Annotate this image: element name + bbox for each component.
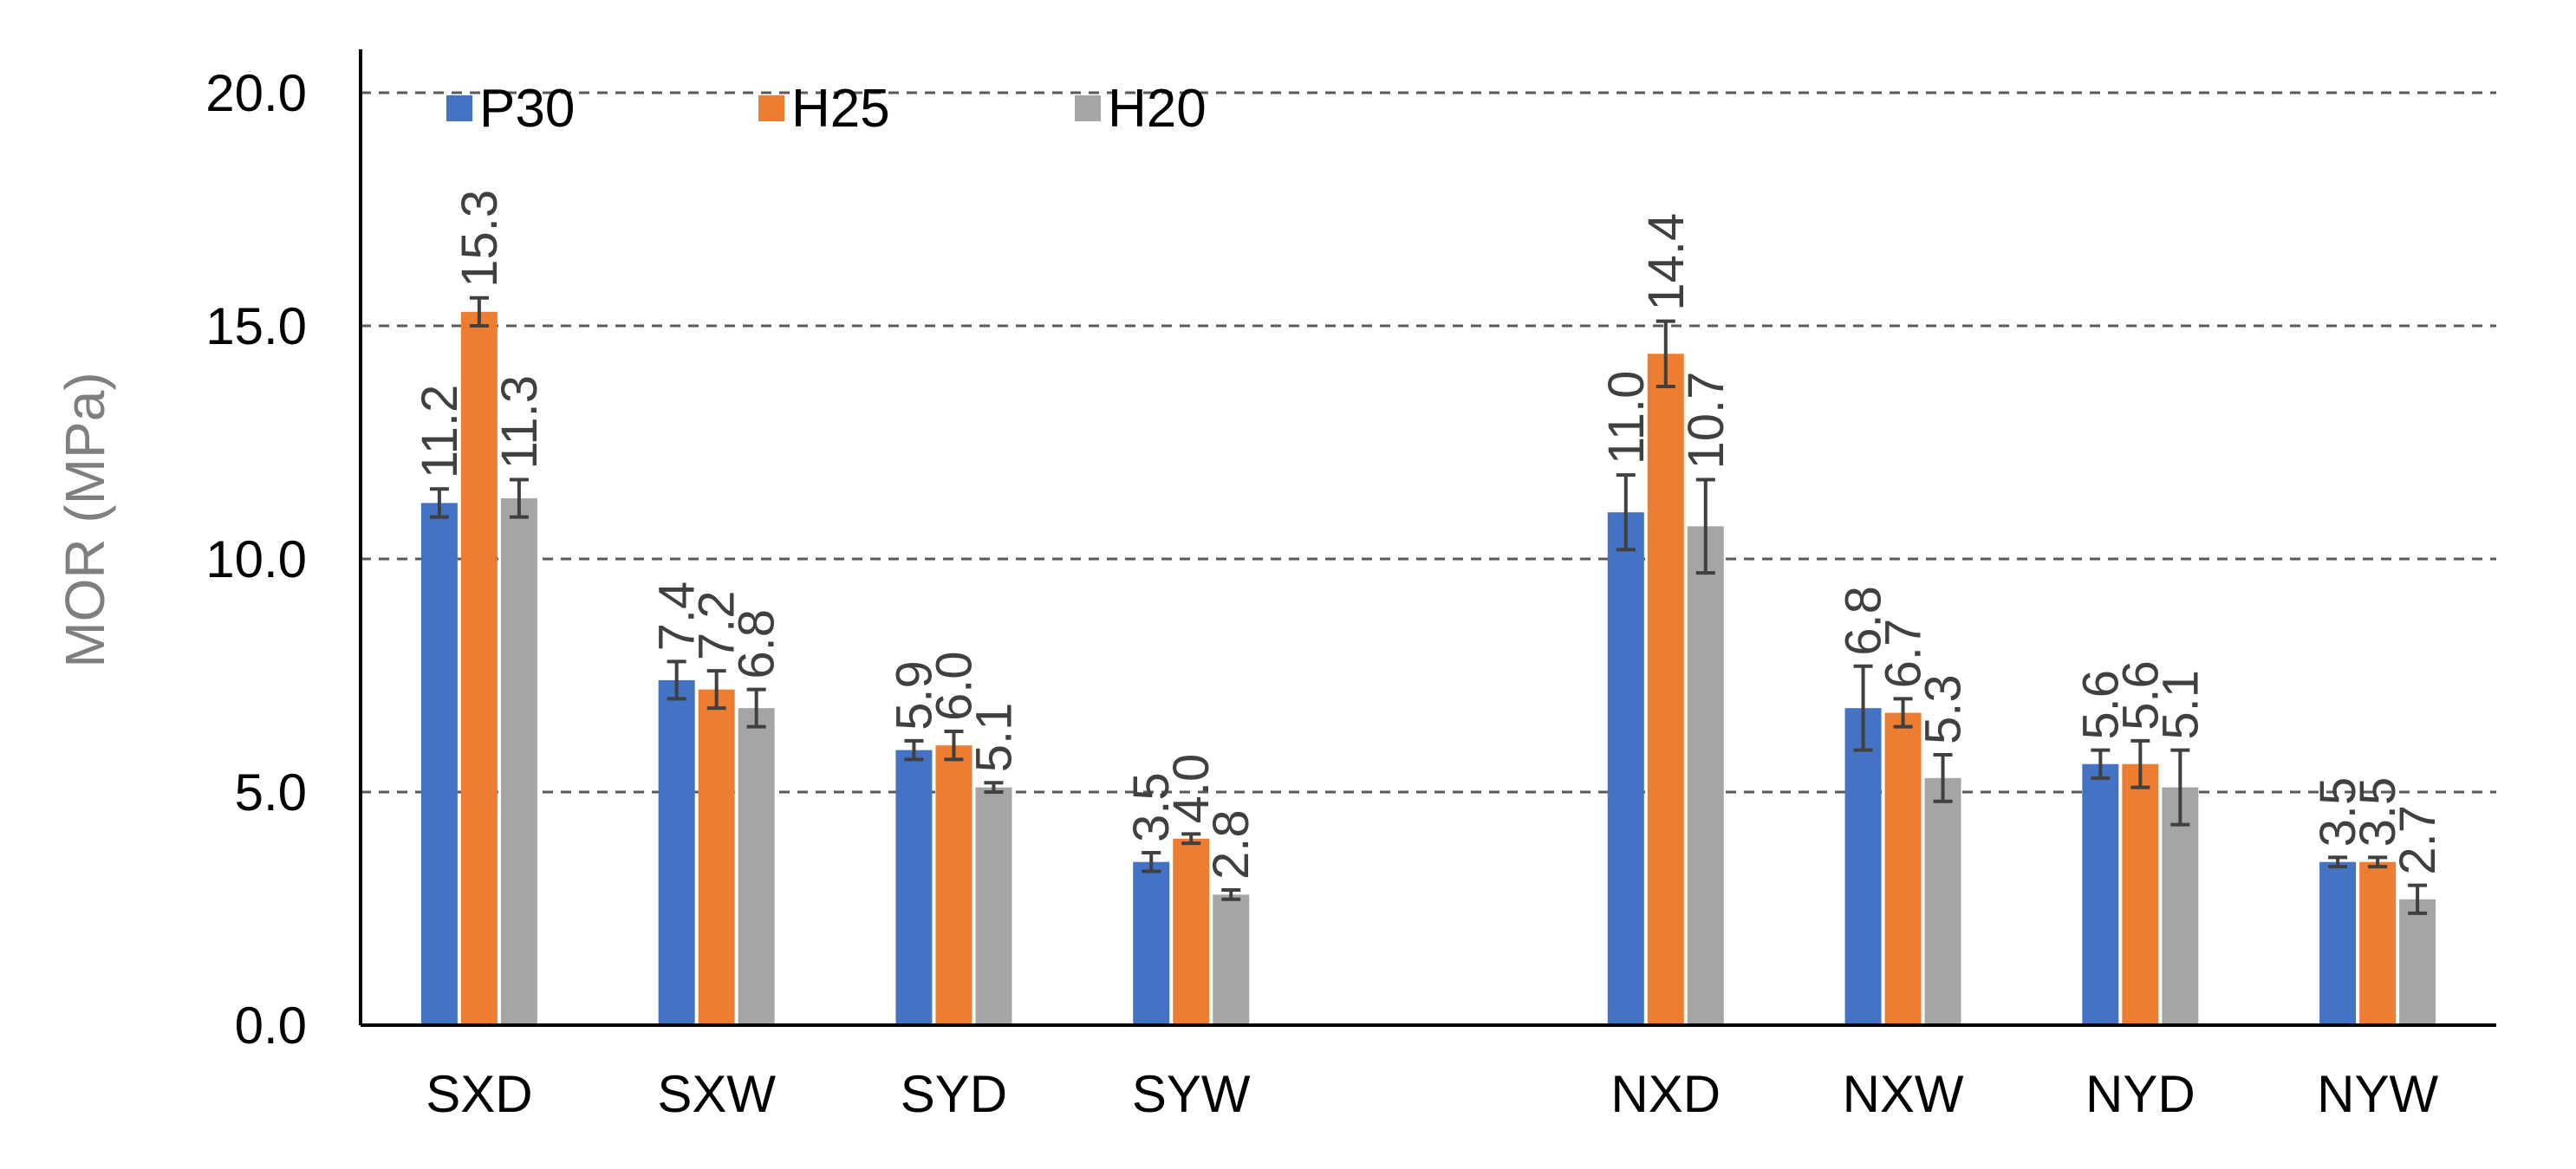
bar-p30 [1844,708,1882,1025]
data-label: 2.8 [1203,809,1259,880]
data-labels-layer: 11.215.311.37.47.26.85.96.05.13.54.02.81… [412,190,2446,880]
y-axis-title: MOR (MPa) [54,372,116,667]
bar-h25 [2359,861,2397,1025]
data-label: 6.8 [1836,586,1892,656]
data-label: 11.0 [1598,371,1655,465]
x-tick-label: SXW [657,1065,776,1123]
legend-label: P30 [479,79,575,139]
data-label: 5.3 [1916,674,1972,744]
y-tick-label: 5.0 [235,763,307,822]
x-tick-label: SYW [1132,1065,1251,1123]
data-label: 6.0 [926,651,982,721]
error-bars-layer [429,295,2428,915]
y-tick-label: 10.0 [205,530,307,588]
data-label: 4.0 [1163,754,1220,824]
legend-label: H25 [791,79,890,139]
bar-h20 [500,498,537,1025]
data-label: 7.2 [689,590,745,660]
legend-swatch [758,95,784,121]
x-tick-label: SXD [426,1065,532,1123]
data-label: 6.7 [1876,619,1932,689]
data-label: 5.1 [966,703,1022,773]
bar-p30 [420,503,458,1025]
x-tick-label: SYD [901,1065,1007,1123]
data-label: 5.6 [2072,670,2129,740]
x-tick-label: NXW [1843,1065,1964,1123]
legend-swatch [446,95,472,121]
x-tick-label: NXD [1610,1065,1721,1123]
x-tick-label: NYW [2317,1065,2438,1123]
legend-item-h25: H25 [758,79,890,139]
y-tick-label: 15.0 [205,297,307,355]
data-label: 10.7 [1678,372,1734,470]
data-label: 5.1 [2152,670,2208,740]
bar-h25 [460,311,498,1025]
bar-h25 [1173,838,1210,1025]
bar-h20 [1924,777,1961,1025]
bar-p30 [658,679,695,1025]
bar-h20 [2162,787,2199,1025]
data-label: 6.8 [729,609,785,679]
bar-h20 [2399,899,2436,1025]
data-label: 2.7 [2390,805,2446,875]
legend-item-h20: H20 [1075,79,1207,139]
bar-h25 [698,689,735,1025]
axes-layer: 0.0 5.0 10.0 15.0 20.0 MOR (MPa) SXD SXW SYD SYW N… [54,49,2496,1123]
bar-h25 [1884,712,1922,1025]
data-label: 3.5 [1123,772,1180,842]
bar-h20 [1213,894,1250,1025]
bar-h25 [935,745,973,1025]
bar-p30 [2319,861,2357,1025]
data-label: 11.3 [491,375,548,470]
data-label: 11.2 [412,385,468,479]
data-label: 15.3 [452,190,508,288]
y-tick-label: 0.0 [235,997,307,1055]
legend-label: H20 [1108,79,1207,139]
y-tick-label: 20.0 [205,64,307,122]
bar-p30 [1607,512,1644,1025]
data-label: 14.4 [1638,213,1695,311]
x-tick-label: NYD [2085,1065,2195,1123]
bar-h20 [975,787,1012,1025]
legend: P30 H25 H20 [446,79,1207,139]
bars-layer [420,311,2436,1025]
bar-p30 [2082,763,2119,1025]
bar-h20 [1687,526,1724,1025]
bar-p30 [895,750,933,1025]
data-label: 5.6 [2112,660,2169,731]
bar-p30 [1133,861,1170,1025]
bar-h25 [2122,763,2159,1025]
data-label: 7.4 [649,581,706,652]
legend-item-p30: P30 [446,79,575,139]
bar-h20 [738,708,775,1025]
legend-swatch [1075,95,1101,121]
data-label: 5.9 [886,660,942,731]
data-label: 3.5 [2310,777,2366,848]
bar-h25 [1647,354,1684,1025]
data-label: 3.5 [2350,777,2406,848]
